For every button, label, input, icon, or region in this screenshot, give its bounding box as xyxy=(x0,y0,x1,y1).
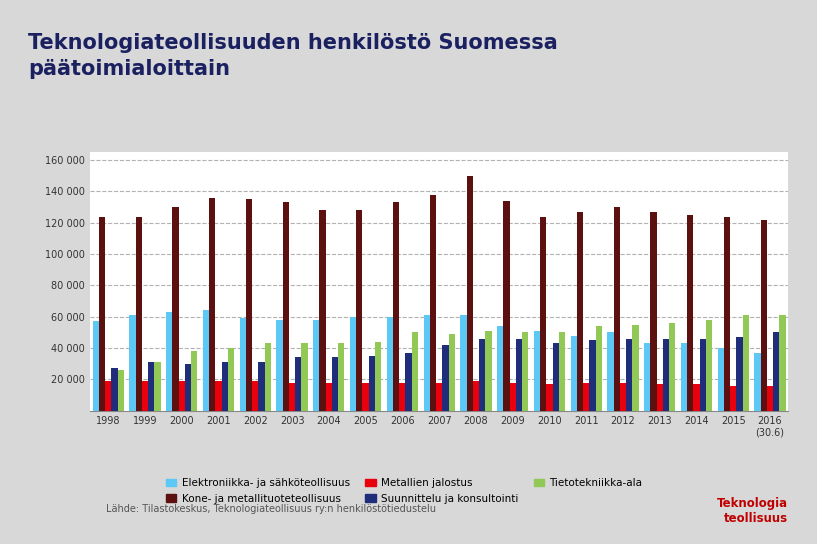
Bar xyxy=(694,384,699,411)
Bar xyxy=(485,331,492,411)
Bar xyxy=(105,381,111,411)
Bar xyxy=(319,211,326,411)
Bar xyxy=(221,362,228,411)
Bar xyxy=(467,176,473,411)
Bar xyxy=(650,212,657,411)
Bar xyxy=(172,207,179,411)
Bar xyxy=(99,217,105,411)
Bar xyxy=(583,382,589,411)
Bar xyxy=(724,217,730,411)
Bar xyxy=(479,339,485,411)
Bar xyxy=(596,326,602,411)
Bar xyxy=(283,202,289,411)
Bar xyxy=(252,381,258,411)
Bar xyxy=(228,348,234,411)
Bar xyxy=(717,348,724,411)
Bar xyxy=(614,207,620,411)
Bar xyxy=(761,220,767,411)
Bar xyxy=(657,384,663,411)
Bar xyxy=(92,322,99,411)
Bar xyxy=(626,339,632,411)
Bar xyxy=(154,362,161,411)
Bar xyxy=(473,381,479,411)
Bar xyxy=(644,343,650,411)
Bar xyxy=(699,339,706,411)
Bar xyxy=(239,318,246,411)
Bar xyxy=(393,202,400,411)
Bar xyxy=(540,217,547,411)
Bar xyxy=(166,312,172,411)
Bar xyxy=(736,337,743,411)
Bar xyxy=(663,339,669,411)
Bar xyxy=(289,382,295,411)
Bar xyxy=(773,332,779,411)
Bar xyxy=(430,195,436,411)
Bar xyxy=(632,325,639,411)
Bar xyxy=(405,353,412,411)
Bar xyxy=(111,368,118,411)
Bar xyxy=(552,343,559,411)
Bar xyxy=(356,211,363,411)
Bar xyxy=(203,311,209,411)
Bar xyxy=(246,199,252,411)
Bar xyxy=(136,217,142,411)
Bar xyxy=(436,382,442,411)
Text: Teknologiateollisuuden henkilöstö Suomessa
päätoimialoittain: Teknologiateollisuuden henkilöstö Suomes… xyxy=(28,33,558,79)
Bar xyxy=(185,364,191,411)
Bar xyxy=(326,382,332,411)
Bar xyxy=(350,317,356,411)
Bar xyxy=(338,343,345,411)
Bar xyxy=(412,332,418,411)
Bar xyxy=(191,351,198,411)
Bar xyxy=(265,343,271,411)
Text: Teknologia
teollisuus: Teknologia teollisuus xyxy=(717,497,788,525)
Bar xyxy=(460,315,467,411)
Bar xyxy=(534,331,540,411)
Bar xyxy=(754,353,761,411)
Bar xyxy=(179,381,185,411)
Bar xyxy=(497,326,503,411)
Bar xyxy=(510,382,516,411)
Bar xyxy=(368,356,375,411)
Bar xyxy=(570,336,577,411)
Bar xyxy=(779,315,786,411)
Bar xyxy=(423,315,430,411)
Bar xyxy=(209,197,216,411)
Bar xyxy=(442,345,449,411)
Bar xyxy=(332,357,338,411)
Bar xyxy=(547,384,552,411)
Bar xyxy=(216,381,221,411)
Bar xyxy=(400,382,405,411)
Bar xyxy=(142,381,148,411)
Bar xyxy=(375,342,382,411)
Bar xyxy=(577,212,583,411)
Bar xyxy=(589,340,596,411)
Bar xyxy=(620,382,626,411)
Bar xyxy=(258,362,265,411)
Bar xyxy=(607,332,614,411)
Bar xyxy=(295,357,301,411)
Bar xyxy=(386,317,393,411)
Bar xyxy=(730,386,736,411)
Bar xyxy=(669,323,676,411)
Text: Lähde: Tilastokeskus, Teknologiateollisuus ry:n henkilöstötiedustelu: Lähde: Tilastokeskus, Teknologiateollisu… xyxy=(106,504,436,514)
Legend: Elektroniikka- ja sähköteollisuus, Kone- ja metallituoteteollisuus, Metallien ja: Elektroniikka- ja sähköteollisuus, Kone-… xyxy=(166,479,642,504)
Bar xyxy=(706,320,712,411)
Bar xyxy=(276,320,283,411)
Bar xyxy=(516,339,522,411)
Bar xyxy=(559,332,565,411)
Bar xyxy=(681,343,687,411)
Bar xyxy=(129,315,136,411)
Bar xyxy=(363,382,368,411)
Bar xyxy=(767,386,773,411)
Bar xyxy=(503,201,510,411)
Bar xyxy=(449,334,455,411)
Bar xyxy=(522,332,529,411)
Bar xyxy=(301,343,308,411)
Bar xyxy=(148,362,154,411)
Bar xyxy=(313,320,319,411)
Bar xyxy=(743,315,749,411)
Bar xyxy=(118,370,124,411)
Bar xyxy=(687,215,694,411)
